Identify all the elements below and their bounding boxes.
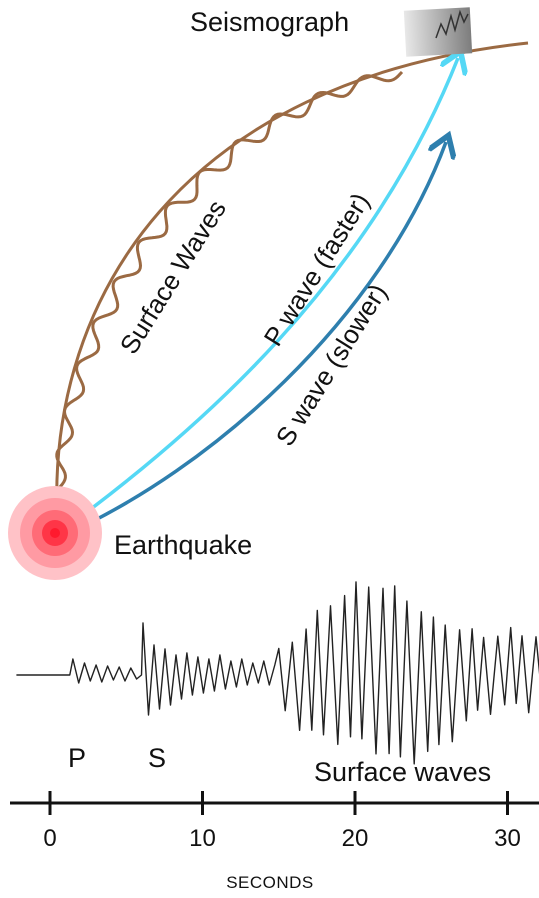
earthquake-epicenter	[8, 486, 102, 580]
p-phase-label: P	[68, 743, 86, 773]
surface-waves-path	[51, 70, 404, 511]
s-phase-label: S	[148, 743, 166, 773]
seismograph-icon	[403, 7, 473, 57]
s-wave-arrow	[63, 142, 446, 537]
earthquake-label: Earthquake	[114, 530, 252, 560]
time-axis-tick-label: 20	[342, 825, 369, 852]
seismograph-label: Seismograph	[190, 7, 349, 37]
surface-waves-phase-label: Surface waves	[314, 757, 491, 787]
time-axis-tick-label: 0	[43, 825, 56, 852]
time-axis-tick-label: 30	[494, 825, 521, 852]
time-axis-tick-label: 10	[189, 825, 216, 852]
earth-surface-arc	[55, 41, 529, 513]
seismogram-trace	[16, 581, 539, 765]
time-axis: 0 10 20 30	[10, 791, 539, 852]
surface-waves-path-label: Surface Waves	[114, 195, 232, 360]
p-wave-arrow	[58, 58, 458, 534]
time-axis-title: SECONDS	[226, 873, 314, 892]
